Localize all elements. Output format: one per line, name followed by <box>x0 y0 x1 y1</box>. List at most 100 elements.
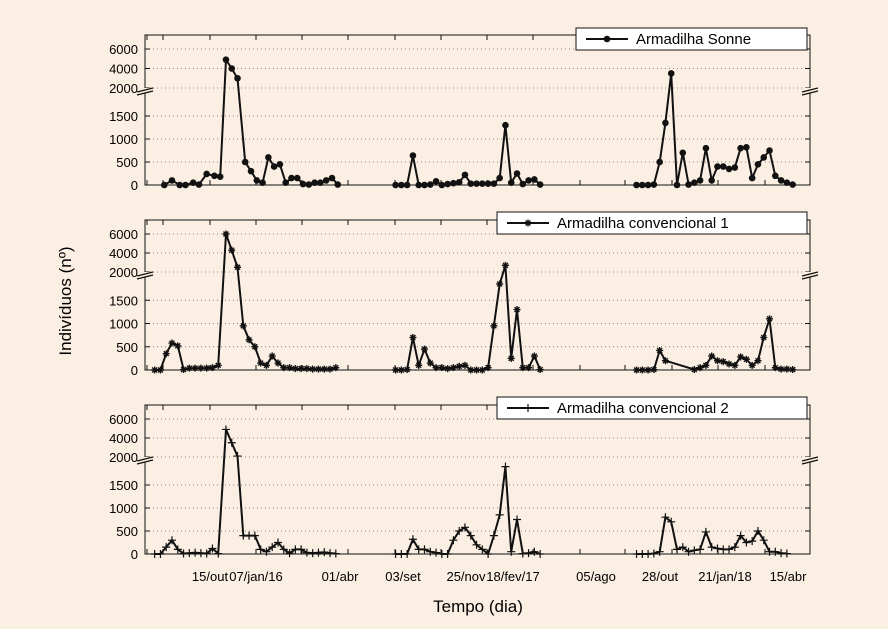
series-line <box>395 466 541 556</box>
data-point <box>222 56 230 64</box>
data-point <box>279 545 288 554</box>
data-point <box>228 246 236 254</box>
axis-break-mark <box>136 456 154 462</box>
legend-label: Armadilha convencional 1 <box>557 215 729 232</box>
data-point <box>748 361 756 369</box>
data-point <box>507 179 515 186</box>
data-point <box>690 546 699 555</box>
axis-break-mark <box>801 456 819 462</box>
x-tick-label: 07/jan/16 <box>229 569 283 584</box>
axis-break-mark <box>136 87 154 93</box>
data-point <box>639 181 646 189</box>
data-point <box>156 366 164 374</box>
data-point <box>195 181 203 188</box>
data-point <box>265 154 272 161</box>
data-point <box>309 365 317 373</box>
data-point <box>650 366 658 374</box>
data-point <box>524 549 533 558</box>
data-point <box>297 365 305 373</box>
data-point <box>731 361 739 369</box>
data-point <box>438 181 446 189</box>
data-point <box>203 170 210 178</box>
x-tick-label: 03/set <box>385 569 421 584</box>
data-point <box>415 361 423 369</box>
data-point <box>783 179 791 186</box>
data-point <box>314 365 322 373</box>
data-point <box>684 547 693 556</box>
data-point <box>484 180 492 187</box>
axis-break-mark <box>136 274 154 280</box>
data-point <box>449 364 457 372</box>
data-point <box>679 149 687 157</box>
data-point <box>531 176 538 183</box>
data-point <box>725 360 733 368</box>
data-point <box>227 438 236 447</box>
legend-box <box>575 27 808 51</box>
data-point <box>490 180 498 187</box>
data-point <box>513 170 521 177</box>
data-point <box>182 181 189 189</box>
legend-marker <box>524 219 532 227</box>
data-point <box>789 181 796 188</box>
y-tick-label: 1000 <box>109 317 138 332</box>
data-point <box>719 163 727 170</box>
data-point <box>782 549 791 558</box>
data-point <box>216 173 224 181</box>
panel-2: 2000 4000 6000 0 500 1000 1500 Armadilha conven… <box>109 211 819 378</box>
data-point <box>208 544 217 553</box>
data-point <box>673 545 681 554</box>
data-point <box>449 536 458 545</box>
data-point <box>320 548 329 557</box>
data-point <box>496 174 503 182</box>
data-point <box>748 537 757 546</box>
y-tick-label: 2000 <box>109 81 138 96</box>
data-point <box>160 181 168 189</box>
data-point <box>185 364 193 372</box>
data-point <box>702 144 710 152</box>
legend: Armadilha convencional 2 <box>496 396 808 420</box>
legend-box <box>496 396 808 420</box>
data-point <box>696 177 704 184</box>
y-tick-label: 500 <box>116 340 138 355</box>
data-point <box>303 365 311 373</box>
data-point <box>257 359 265 367</box>
data-point <box>328 174 336 182</box>
data-point <box>222 230 230 238</box>
y-tick-label: 2000 <box>109 265 138 280</box>
data-point <box>501 261 509 269</box>
data-point <box>725 165 733 173</box>
data-point <box>403 366 411 374</box>
data-point <box>268 352 276 360</box>
data-point <box>690 366 698 374</box>
data-point <box>525 177 532 184</box>
data-point <box>403 550 412 558</box>
data-point <box>536 550 545 558</box>
data-point <box>743 143 750 151</box>
data-point <box>731 164 739 171</box>
data-point <box>737 353 745 361</box>
data-point <box>409 333 417 341</box>
data-point <box>725 545 734 554</box>
data-point <box>638 366 646 374</box>
data-point <box>320 365 328 373</box>
data-point <box>455 527 464 535</box>
data-point <box>228 65 236 72</box>
data-point <box>473 180 480 187</box>
data-point <box>760 154 768 161</box>
y-tick-label: 0 <box>131 363 138 378</box>
data-point <box>495 510 504 519</box>
data-point <box>282 179 290 186</box>
data-point <box>421 181 428 189</box>
data-point <box>633 366 641 374</box>
data-point <box>322 177 330 184</box>
data-point <box>685 181 692 188</box>
data-point <box>530 547 539 556</box>
legend-label: Armadilha convencional 2 <box>557 400 729 417</box>
data-point <box>408 535 417 544</box>
legend-label: Armadilha Sonne <box>636 31 751 48</box>
data-point <box>432 178 440 185</box>
data-point <box>478 545 487 554</box>
axis-break-mark <box>801 90 819 96</box>
